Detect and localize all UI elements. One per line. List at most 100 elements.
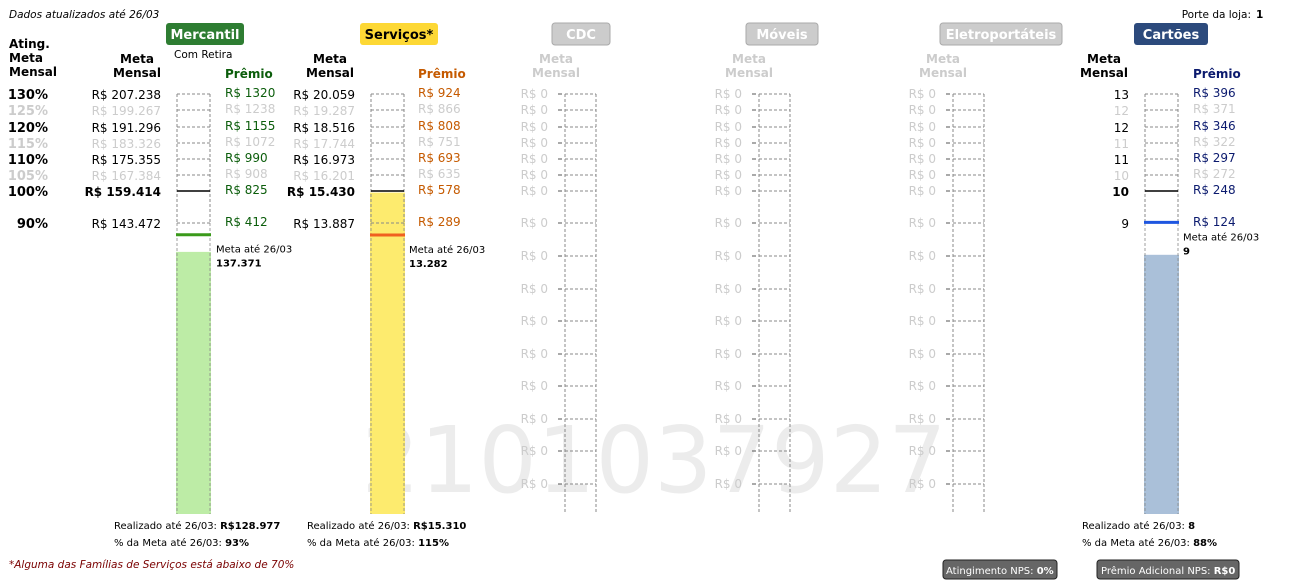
- meta-value: R$ 20.059: [293, 88, 355, 102]
- realized-bar: [1144, 254, 1179, 515]
- level-label: 130%: [8, 88, 48, 103]
- realized-label: Realizado até 26/03:: [1082, 520, 1188, 532]
- premio-value: R$ 693: [418, 151, 461, 165]
- premio-value: R$ 412: [225, 215, 268, 229]
- premio-value: R$ 924: [418, 86, 461, 100]
- axis-tick-label: R$ 0: [521, 412, 548, 426]
- category-badge: [939, 22, 1063, 46]
- pct-value: 93%: [225, 538, 249, 549]
- pct-value: 88%: [1193, 538, 1217, 549]
- realized-value: R$128.977: [220, 521, 280, 532]
- meta-value: R$ 199.267: [92, 104, 161, 118]
- category-badge: [745, 22, 819, 46]
- premio-value: R$ 866: [418, 102, 461, 116]
- level-label: 105%: [8, 169, 48, 184]
- category-badge-label: Cartões: [1143, 28, 1200, 43]
- premio-value: R$ 1072: [225, 135, 275, 149]
- axis-tick-label: R$ 0: [715, 412, 742, 426]
- axis-tick-label: R$ 0: [909, 379, 936, 393]
- category-badge: [551, 22, 611, 46]
- meta-value: R$ 16.201: [293, 169, 355, 183]
- axis-tick-label: R$ 0: [715, 168, 742, 182]
- axis-tick-label: R$ 0: [715, 249, 742, 263]
- meta-header-line: Mensal: [306, 66, 354, 80]
- meta-value: R$ 16.973: [293, 153, 355, 167]
- nps-bonus-label: Prêmio Adicional NPS:: [1101, 565, 1214, 577]
- meta-header-line: Meta: [539, 52, 573, 66]
- store-size-label: Porte da loja:: [1182, 9, 1251, 21]
- axis-tick-label: R$ 0: [715, 120, 742, 134]
- axis-tick-label: R$ 0: [909, 168, 936, 182]
- category-badge: [360, 23, 438, 45]
- pct-label: % da Meta até 26/03:: [1082, 537, 1193, 549]
- meta-to-date-label: Meta até 26/03: [409, 244, 485, 256]
- level-label: 120%: [8, 121, 48, 136]
- axis-tick-label: R$ 0: [521, 103, 548, 117]
- category-subtitle: Com Retira: [174, 49, 232, 61]
- premio-value: R$ 297: [1193, 151, 1236, 165]
- ating-header-line: Meta: [9, 51, 43, 65]
- axis-tick-label: R$ 0: [715, 379, 742, 393]
- axis-tick-label: R$ 0: [715, 184, 742, 198]
- axis-tick-label: R$ 0: [715, 314, 742, 328]
- meta-header-line: Mensal: [532, 66, 580, 80]
- pct-label: % da Meta até 26/03:: [114, 537, 225, 549]
- axis-tick-label: R$ 0: [521, 379, 548, 393]
- pct-text: % da Meta até 26/03: 115%: [307, 537, 449, 549]
- axis-tick-label: R$ 0: [715, 136, 742, 150]
- level-label: 115%: [8, 137, 48, 152]
- nps-text: Atingimento NPS: 0%: [946, 566, 1054, 577]
- premio-value: R$ 578: [418, 183, 461, 197]
- level-label: 110%: [8, 153, 48, 168]
- category-badge-label: Serviços*: [365, 28, 434, 43]
- axis-tick-label: R$ 0: [521, 216, 548, 230]
- meta-to-date-value: 137.371: [216, 259, 262, 270]
- premio-header: Prêmio: [418, 67, 466, 81]
- nps-value: 0%: [1037, 566, 1054, 577]
- category-badge: [1134, 23, 1208, 45]
- axis-tick-label: R$ 0: [715, 216, 742, 230]
- axis-tick-label: R$ 0: [521, 120, 548, 134]
- nps-bonus-value: R$0: [1214, 566, 1236, 577]
- meta-value: 12: [1114, 121, 1129, 135]
- premio-value: R$ 825: [225, 183, 268, 197]
- premio-value: R$ 751: [418, 135, 461, 149]
- meta-value: R$ 15.430: [287, 185, 355, 199]
- axis-tick-label: R$ 0: [715, 282, 742, 296]
- updated-note: Dados atualizados até 26/03: [9, 9, 159, 21]
- axis-tick-label: R$ 0: [521, 314, 548, 328]
- premio-header: Prêmio: [1193, 67, 1241, 81]
- realized-bar: [176, 251, 211, 514]
- ating-header-line: Ating.: [9, 37, 50, 51]
- axis-tick-label: R$ 0: [715, 444, 742, 458]
- meta-header-line: Mensal: [113, 66, 161, 80]
- meta-value: R$ 183.326: [92, 137, 161, 151]
- meta-header-line: Mensal: [1080, 66, 1128, 80]
- meta-value: R$ 143.472: [92, 217, 161, 231]
- watermark-text: 2101037927: [361, 407, 946, 514]
- meta-value: R$ 175.355: [92, 153, 161, 167]
- meta-to-date-label: Meta até 26/03: [1183, 231, 1259, 243]
- axis-tick-label: R$ 0: [909, 152, 936, 166]
- pct-text: % da Meta até 26/03: 93%: [114, 537, 249, 549]
- axis-tick-label: R$ 0: [909, 120, 936, 134]
- axis-tick-label: R$ 0: [909, 249, 936, 263]
- meta-header-line: Meta: [1087, 52, 1121, 66]
- axis-tick-label: R$ 0: [715, 103, 742, 117]
- meta-header-line: Meta: [313, 52, 347, 66]
- meta-header-line: Mensal: [725, 66, 773, 80]
- realized-label: Realizado até 26/03:: [114, 520, 220, 532]
- premio-value: R$ 346: [1193, 119, 1236, 133]
- level-label: 100%: [8, 185, 48, 200]
- axis-tick-label: R$ 0: [909, 87, 936, 101]
- realized-text: Realizado até 26/03: 8: [1082, 520, 1195, 532]
- premio-value: R$ 1320: [225, 86, 275, 100]
- realized-label: Realizado até 26/03:: [307, 520, 413, 532]
- category-badge-label: Móveis: [756, 28, 808, 43]
- axis-tick-label: R$ 0: [521, 184, 548, 198]
- meta-header-line: Meta: [926, 52, 960, 66]
- meta-value: 11: [1114, 153, 1129, 167]
- meta-header-line: Meta: [120, 52, 154, 66]
- meta-header-line: Mensal: [919, 66, 967, 80]
